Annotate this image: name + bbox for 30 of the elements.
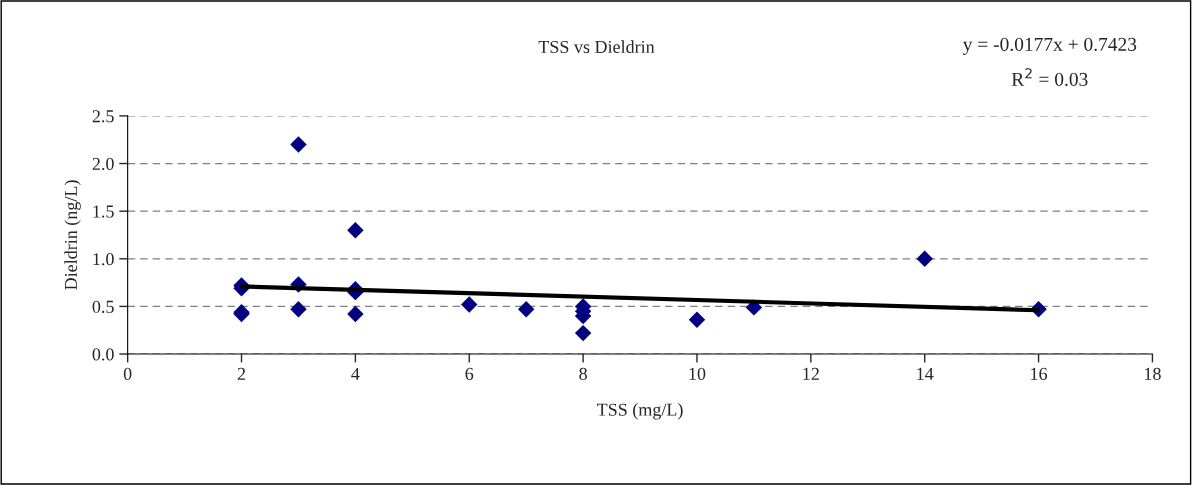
y-tick-label: 2.0 <box>92 157 114 171</box>
point <box>461 296 478 313</box>
point <box>916 250 933 268</box>
y-tick-label: 2.5 <box>92 110 114 123</box>
x-axis-title: TSS (mg/L) <box>596 403 683 420</box>
x-tick-label: 16 <box>1031 367 1048 380</box>
text: R$^{2}$ = 0.03 <box>1011 68 1088 87</box>
point <box>688 311 706 328</box>
y-axis-title: Dieldrin (ng/L) <box>64 180 81 290</box>
x-tick-label: 18 <box>1145 367 1161 380</box>
x-tick-label: 4 <box>351 367 360 380</box>
x-tick-label: 0 <box>123 367 132 380</box>
y-tick-label: 1.0 <box>93 253 114 266</box>
x-tick-label: 8 <box>579 367 587 380</box>
x-tick-label: 14 <box>917 367 934 380</box>
x-tick-label: 2 <box>237 367 246 380</box>
chart-title: TSS vs Dieldrin <box>538 40 655 54</box>
x-tick-label: 12 <box>803 367 819 380</box>
y-tick-label: 0.0 <box>92 348 114 361</box>
x-tick-label: 6 <box>465 367 474 380</box>
point <box>347 222 364 239</box>
point <box>347 305 364 323</box>
y-tick-label: 0.5 <box>92 300 114 313</box>
point <box>290 136 307 153</box>
point <box>517 301 535 318</box>
y-tick-label: 1.5 <box>93 205 114 218</box>
point <box>290 301 307 318</box>
text: y = -0.0177x + 0.7423 <box>962 37 1137 55</box>
point <box>574 324 592 342</box>
x-tick-label: 10 <box>689 367 706 380</box>
